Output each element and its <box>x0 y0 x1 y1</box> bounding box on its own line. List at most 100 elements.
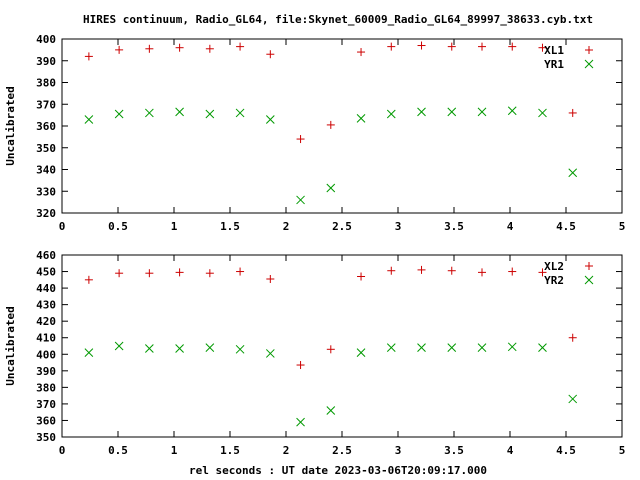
data-point <box>84 348 94 357</box>
data-point <box>417 41 426 50</box>
y-axis-label: Uncalibrated <box>4 86 17 165</box>
x-tick-label: 0 <box>59 444 66 457</box>
y-tick-label: 390 <box>36 365 56 378</box>
data-point <box>235 344 245 354</box>
legend-label: XL1 <box>544 44 564 57</box>
legend-marker <box>585 46 593 54</box>
data-point <box>205 269 214 278</box>
data-point <box>538 43 547 52</box>
series-YR1 <box>84 106 578 205</box>
data-point <box>265 115 275 124</box>
x-tick-label: 1.5 <box>220 444 240 457</box>
y-tick-label: 450 <box>36 266 56 279</box>
x-tick-label: 3 <box>395 220 402 233</box>
data-point <box>235 108 245 118</box>
x-tick-label: 2.5 <box>332 444 352 457</box>
y-tick-label: 390 <box>36 55 56 68</box>
data-point <box>84 275 93 284</box>
data-point <box>266 50 275 59</box>
data-point <box>386 343 396 353</box>
data-point <box>175 107 184 117</box>
data-point <box>508 267 517 276</box>
data-point <box>538 343 547 353</box>
legend-marker <box>585 262 593 270</box>
y-tick-label: 370 <box>36 398 56 411</box>
x-tick-label: 2 <box>283 444 290 457</box>
y-tick-label: 400 <box>36 33 56 46</box>
plot-frame <box>61 254 623 438</box>
x-tick-label: 2.5 <box>332 220 352 233</box>
y-tick-label: 350 <box>36 142 56 155</box>
y-tick-label: 330 <box>36 185 56 198</box>
x-tick-label: 0.5 <box>108 444 128 457</box>
data-point <box>205 109 215 119</box>
x-tick-label: 3.5 <box>444 444 464 457</box>
series-YR2 <box>84 341 578 427</box>
y-tick-label: 440 <box>36 282 56 295</box>
data-point <box>538 268 547 277</box>
data-point <box>145 344 154 353</box>
x-tick-label: 4.5 <box>556 220 576 233</box>
data-point <box>568 168 578 178</box>
data-point <box>507 106 517 116</box>
y-tick-label: 380 <box>36 381 56 394</box>
x-tick-label: 5 <box>619 444 626 457</box>
y-tick-label: 340 <box>36 164 56 177</box>
data-point <box>115 269 124 278</box>
series-XL2 <box>84 265 577 370</box>
top-panel: 320 330 340 350 360 370 380 390 400 0 0.5 1 1.5 2 2.5 3… <box>4 33 625 233</box>
data-point <box>296 195 305 205</box>
data-point <box>236 42 245 51</box>
data-point <box>477 107 487 117</box>
x-tick-label: 3.5 <box>444 220 464 233</box>
data-point <box>266 274 275 283</box>
data-point <box>357 272 366 281</box>
x-tick-label: 1 <box>171 444 178 457</box>
data-point <box>326 183 336 193</box>
data-point <box>477 343 487 353</box>
data-point <box>205 44 214 53</box>
data-point <box>447 266 456 275</box>
data-point <box>296 135 305 144</box>
x-tick-label: 1 <box>171 220 178 233</box>
x-tick-label: 4.5 <box>556 444 576 457</box>
x-tick-label: 2 <box>283 220 290 233</box>
legend-marker <box>584 275 594 285</box>
data-point <box>357 48 366 57</box>
y-tick-label: 320 <box>36 207 56 220</box>
data-point <box>326 406 336 415</box>
data-point <box>417 343 426 353</box>
data-point <box>387 42 396 51</box>
data-point <box>326 345 335 354</box>
y-tick-label: 400 <box>36 348 56 361</box>
data-point <box>84 115 94 124</box>
legend-label: YR1 <box>544 58 564 71</box>
data-point <box>568 333 577 342</box>
x-tick-label: 0.5 <box>108 220 128 233</box>
y-axis-label: Uncalibrated <box>4 306 17 385</box>
y-tick-label: 460 <box>36 249 56 262</box>
data-point <box>175 344 184 353</box>
data-point <box>326 120 335 129</box>
y-tick-label: 420 <box>36 315 56 328</box>
data-point <box>478 42 486 51</box>
data-point <box>356 348 366 357</box>
data-point <box>508 42 517 51</box>
data-point <box>478 268 486 277</box>
bottom-panel: 350 360 370 380 390 400 410 420 430 440 450 460 0 0.5… <box>4 249 625 457</box>
y-tick-label: 350 <box>36 431 56 444</box>
data-point <box>296 417 305 427</box>
data-point <box>568 394 578 404</box>
data-point <box>568 108 577 117</box>
data-point <box>447 42 456 51</box>
data-point <box>175 43 184 52</box>
data-point <box>447 343 457 353</box>
x-tick-label: 4 <box>507 444 514 457</box>
data-point <box>145 108 154 118</box>
legend-label: YR2 <box>544 274 564 287</box>
y-tick-label: 360 <box>36 120 56 133</box>
chart-title: HIRES continuum, Radio_GL64, file:Skynet… <box>83 13 593 26</box>
data-point <box>265 349 275 358</box>
data-point <box>84 52 93 61</box>
